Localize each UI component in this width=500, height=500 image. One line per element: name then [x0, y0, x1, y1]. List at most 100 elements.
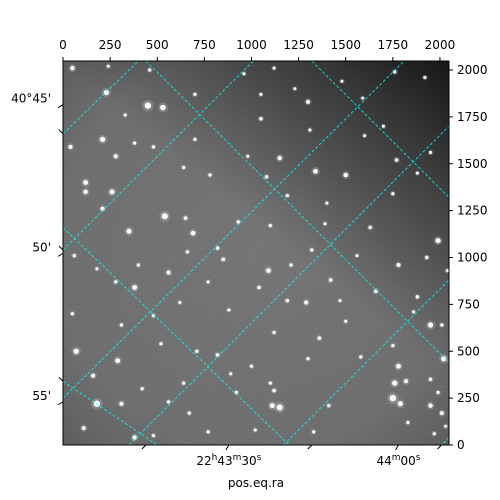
ra-axis: 22h43m30s 44m00s: [141, 444, 442, 468]
star: [68, 144, 73, 149]
star: [327, 404, 331, 408]
star: [285, 194, 289, 198]
star: [268, 381, 272, 385]
star: [234, 390, 238, 395]
star: [425, 255, 429, 260]
star: [136, 263, 140, 267]
right-tick-label: 500: [457, 344, 480, 358]
star: [428, 377, 433, 382]
star: [151, 434, 156, 438]
ra-tick-label: 22h43m30s: [196, 453, 261, 468]
dec-minor-tick: [58, 245, 64, 251]
star: [310, 248, 314, 252]
star: [113, 154, 118, 159]
star: [436, 390, 440, 395]
top-tick-label: 0: [59, 38, 67, 52]
star: [344, 319, 348, 323]
star: [391, 344, 395, 348]
star: [151, 145, 156, 149]
dec-tick-label: 50': [32, 240, 51, 254]
top-pixel-axis: 0 250 500 750 1000 1250 1500 1750 2000: [59, 38, 455, 61]
star: [441, 356, 447, 362]
star: [99, 136, 106, 142]
star: [166, 400, 171, 404]
right-tick-label: 250: [457, 391, 480, 405]
star: [272, 66, 276, 70]
star: [306, 357, 310, 361]
star: [183, 216, 188, 220]
star: [257, 285, 261, 290]
dec-tick: [57, 104, 64, 109]
star: [359, 355, 363, 359]
star: [404, 379, 409, 384]
star: [277, 155, 282, 161]
star: [159, 342, 163, 346]
star: [206, 430, 210, 434]
star: [268, 224, 272, 228]
dec-tick: [57, 252, 64, 257]
grid-line: [63, 61, 139, 135]
star: [132, 285, 138, 290]
star: [264, 175, 269, 179]
star: [83, 180, 89, 185]
star: [381, 124, 385, 128]
star: [313, 168, 318, 174]
ra-tick: [225, 444, 230, 451]
star: [406, 420, 410, 425]
top-tick-label: 1000: [236, 38, 267, 52]
star: [396, 263, 401, 267]
star: [259, 116, 263, 121]
star: [394, 158, 399, 162]
star: [178, 301, 182, 304]
star: [148, 68, 152, 72]
star: [193, 92, 197, 96]
right-tick-label: 1250: [457, 204, 488, 218]
x-axis-label: pos.eq.ra: [228, 476, 284, 490]
ra-tick-label: 44m00s: [376, 453, 420, 468]
star: [208, 173, 212, 177]
star: [227, 308, 231, 312]
star: [412, 310, 416, 314]
dec-minor-tick: [58, 129, 64, 135]
star: [325, 201, 329, 205]
star: [123, 113, 127, 117]
top-tick-label: 1500: [330, 38, 361, 52]
star: [119, 401, 124, 406]
star: [161, 213, 168, 220]
star: [95, 267, 99, 271]
star: [133, 141, 137, 145]
star: [160, 104, 166, 111]
star: [144, 102, 152, 109]
star: [73, 348, 79, 354]
dec-minor-tick: [58, 376, 64, 382]
star: [427, 322, 434, 328]
star: [81, 426, 86, 431]
star: [391, 192, 395, 196]
star: [368, 225, 372, 230]
star: [289, 263, 293, 267]
top-tick-label: 1250: [283, 38, 314, 52]
dec-tick-label: 40°45': [11, 92, 51, 106]
star: [215, 246, 220, 250]
star: [338, 299, 342, 303]
right-tick-label: 2000: [457, 63, 488, 77]
grid-line: [63, 380, 158, 445]
star: [432, 432, 436, 436]
grid-line: [311, 61, 449, 198]
plot-frame: [62, 60, 450, 446]
star: [185, 250, 189, 254]
right-tick-label: 1750: [457, 110, 488, 124]
star: [323, 222, 327, 226]
grid-line: [63, 227, 290, 445]
star: [445, 269, 449, 273]
grid-line: [283, 279, 449, 445]
grid-line: [128, 125, 449, 445]
star: [182, 381, 186, 385]
star: [272, 388, 276, 393]
top-tick-label: 500: [146, 38, 169, 52]
star: [389, 394, 397, 402]
star: [83, 189, 88, 195]
star: [423, 75, 427, 80]
star: [242, 72, 246, 76]
